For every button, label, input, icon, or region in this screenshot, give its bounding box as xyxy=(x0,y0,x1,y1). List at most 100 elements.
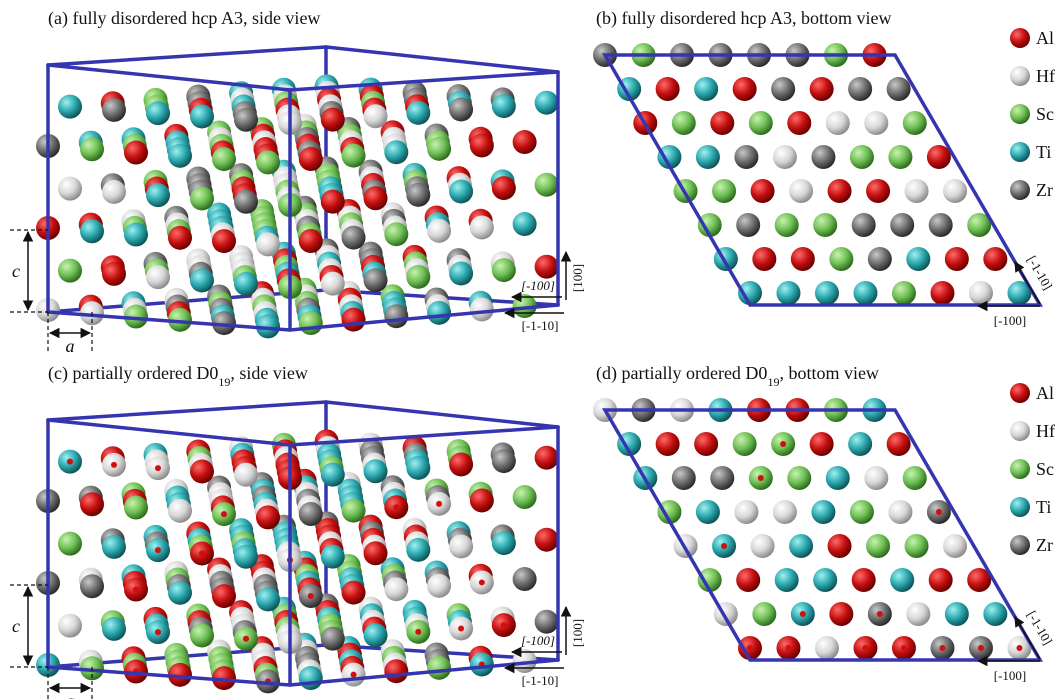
atom xyxy=(943,179,968,203)
atom xyxy=(469,133,494,158)
atom xyxy=(168,225,192,250)
direction-label: [-100] xyxy=(521,633,555,648)
atom xyxy=(926,145,951,169)
atom xyxy=(363,104,388,129)
cell-edge xyxy=(324,45,560,74)
atom xyxy=(827,534,852,558)
atom xyxy=(102,179,126,204)
atom-core xyxy=(243,635,249,642)
atom xyxy=(829,247,854,271)
atom xyxy=(814,281,839,305)
atom xyxy=(866,179,891,203)
atom xyxy=(58,613,82,638)
atom xyxy=(491,258,516,283)
atom xyxy=(256,314,280,339)
atom xyxy=(341,307,366,332)
atom xyxy=(829,602,854,626)
atom xyxy=(853,281,878,305)
atom xyxy=(902,111,927,135)
atom xyxy=(928,213,953,237)
lattice-label: c xyxy=(12,261,20,281)
atom xyxy=(256,232,280,257)
cell-edge xyxy=(46,63,292,92)
atom xyxy=(697,568,722,592)
direction-label: [-100] xyxy=(521,278,555,293)
atom xyxy=(363,541,388,566)
atom-core xyxy=(393,504,400,511)
atom xyxy=(864,466,889,490)
atom xyxy=(534,172,559,197)
atom xyxy=(890,568,915,592)
atom xyxy=(732,77,757,101)
atom xyxy=(771,77,796,101)
atom xyxy=(774,568,799,592)
atom xyxy=(427,218,452,243)
legend-label: Ti xyxy=(1036,142,1051,162)
atom xyxy=(80,492,104,517)
atom xyxy=(320,544,345,569)
direction-arrow xyxy=(1014,261,1041,305)
atom xyxy=(825,111,850,135)
atom xyxy=(983,602,1008,626)
atom xyxy=(512,485,537,510)
atom xyxy=(851,568,876,592)
atom xyxy=(427,655,452,680)
atom xyxy=(341,225,366,250)
cell-edge xyxy=(288,658,560,687)
atom xyxy=(534,445,559,470)
atom xyxy=(906,247,931,271)
atom-core xyxy=(111,461,117,468)
atom xyxy=(320,626,345,651)
atom-core xyxy=(155,465,161,472)
atom xyxy=(168,498,192,523)
atom xyxy=(772,500,797,524)
atom xyxy=(298,665,323,690)
atom xyxy=(102,261,126,286)
atom xyxy=(944,602,969,626)
direction-arrow xyxy=(1014,616,1041,660)
atom xyxy=(384,304,409,329)
atom xyxy=(146,183,170,208)
atom xyxy=(124,304,148,329)
atom xyxy=(867,247,892,271)
atom xyxy=(212,229,236,254)
atom-core xyxy=(1016,645,1023,651)
atom xyxy=(904,179,929,203)
legend-swatch xyxy=(1010,142,1030,162)
legend-label: Zr xyxy=(1036,180,1053,200)
cell-edge xyxy=(601,53,1044,307)
cell-edge xyxy=(46,418,292,447)
atom xyxy=(234,462,258,487)
atom xyxy=(657,500,682,524)
atom xyxy=(736,213,761,237)
atom xyxy=(943,534,968,558)
atom xyxy=(58,258,82,283)
atom xyxy=(234,189,258,214)
atom xyxy=(469,297,494,322)
atom-core xyxy=(862,645,869,651)
atom xyxy=(298,310,323,335)
legend-swatch xyxy=(1010,383,1030,403)
atom xyxy=(234,107,258,132)
panel-title: (b) fully disordered hcp A3, bottom view xyxy=(596,8,891,29)
atom xyxy=(491,531,516,556)
direction-label: [-100] xyxy=(994,313,1027,328)
atom xyxy=(320,271,345,296)
atom-core xyxy=(876,611,883,617)
atom xyxy=(1007,281,1032,305)
legend-swatch xyxy=(1010,104,1030,124)
atom xyxy=(695,145,720,169)
atom xyxy=(737,281,762,305)
atom xyxy=(168,143,192,168)
atom xyxy=(124,222,148,247)
atom-core xyxy=(721,543,728,549)
atom xyxy=(695,500,720,524)
cell-edge xyxy=(288,70,560,92)
atom xyxy=(384,222,409,247)
atom xyxy=(298,146,323,171)
atom-core xyxy=(757,475,764,481)
atom xyxy=(772,145,797,169)
atom xyxy=(655,432,680,456)
atom-core xyxy=(500,622,507,629)
